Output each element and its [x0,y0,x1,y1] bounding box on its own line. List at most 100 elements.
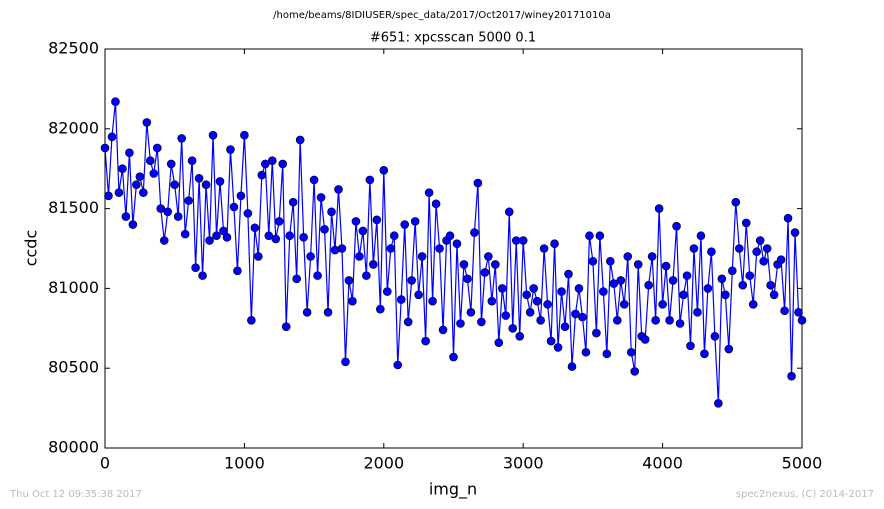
data-point [372,215,382,225]
data-point [491,260,500,269]
data-point [588,256,598,266]
data-point [682,271,692,280]
data-point [274,217,284,226]
data-point [616,276,626,285]
data-point [240,130,249,140]
data-point [672,221,681,231]
data-point [376,304,385,314]
data-point [794,308,803,317]
data-point [619,300,629,309]
data-point [459,260,469,269]
data-point [787,371,796,381]
data-point [156,204,166,213]
data-point [267,156,277,166]
data-point [177,134,186,143]
data-point [452,239,462,249]
data-point [578,312,587,322]
data-point [187,156,197,166]
x-tick-label: 5000 [782,454,823,473]
data-point [396,295,406,304]
data-point [226,145,235,154]
data-point [466,308,476,317]
data-point [212,231,221,241]
data-point [389,231,399,241]
data-point [741,218,751,228]
data-point [661,261,671,271]
data-point [647,252,657,261]
data-point [417,252,427,261]
data-point [686,341,695,351]
data-point [477,317,486,327]
data-point [250,223,260,233]
data-point [330,245,340,255]
data-point [100,143,110,153]
y-axis-label: ccdc [22,230,41,267]
data-point [170,180,179,189]
data-point [386,244,396,253]
data-point [602,349,612,359]
data-point [734,244,744,253]
data-point [731,197,741,207]
y-tick-label: 80500 [48,358,99,377]
footer-right: spec2nexus, (C) 2014-2017 [736,489,874,500]
data-point [334,185,343,194]
data-point [585,231,594,241]
data-point [550,239,559,249]
data-point [159,236,169,245]
data-point [247,316,256,325]
data-point [180,229,190,239]
data-point [675,319,685,328]
data-point [780,306,789,316]
data-point [532,296,542,306]
data-point [508,323,518,333]
data-point [243,209,253,218]
footer-left: Thu Oct 12 09:35:38 2017 [9,489,142,500]
data-point [201,180,211,189]
data-point [139,188,148,197]
data-point [769,290,779,300]
data-point [557,287,566,296]
data-point [658,300,667,309]
data-point [776,255,786,264]
data-point [166,159,176,169]
data-point [703,284,713,293]
data-point [337,244,347,253]
data-point [365,175,375,185]
data-point [299,233,308,242]
data-point [382,287,392,296]
data-point [320,225,329,234]
data-point [543,300,552,309]
data-point [288,197,298,207]
data-point [261,159,270,169]
data-point [504,207,514,217]
data-point [379,165,389,175]
data-point [473,178,483,188]
y-tick-label: 81000 [48,278,99,297]
data-point [529,284,538,293]
data-point [257,170,267,180]
data-point [184,196,193,205]
data-point [581,347,591,357]
data-point [152,143,162,153]
data-point [626,347,636,357]
data-point [410,217,420,226]
data-point [790,228,800,237]
data-point [132,180,141,189]
data-point [633,260,643,269]
data-point [421,336,430,346]
data-point [724,344,734,354]
data-point [146,156,155,166]
data-point [135,172,145,181]
data-point [142,118,152,127]
data-point [355,252,364,261]
data-point [316,193,326,202]
data-point [759,256,768,266]
data-point [173,212,183,221]
data-point [710,331,720,341]
data-point [229,202,239,212]
data-point [651,316,660,325]
data-point [599,287,608,296]
data-point [104,191,113,201]
data-point [745,271,755,280]
